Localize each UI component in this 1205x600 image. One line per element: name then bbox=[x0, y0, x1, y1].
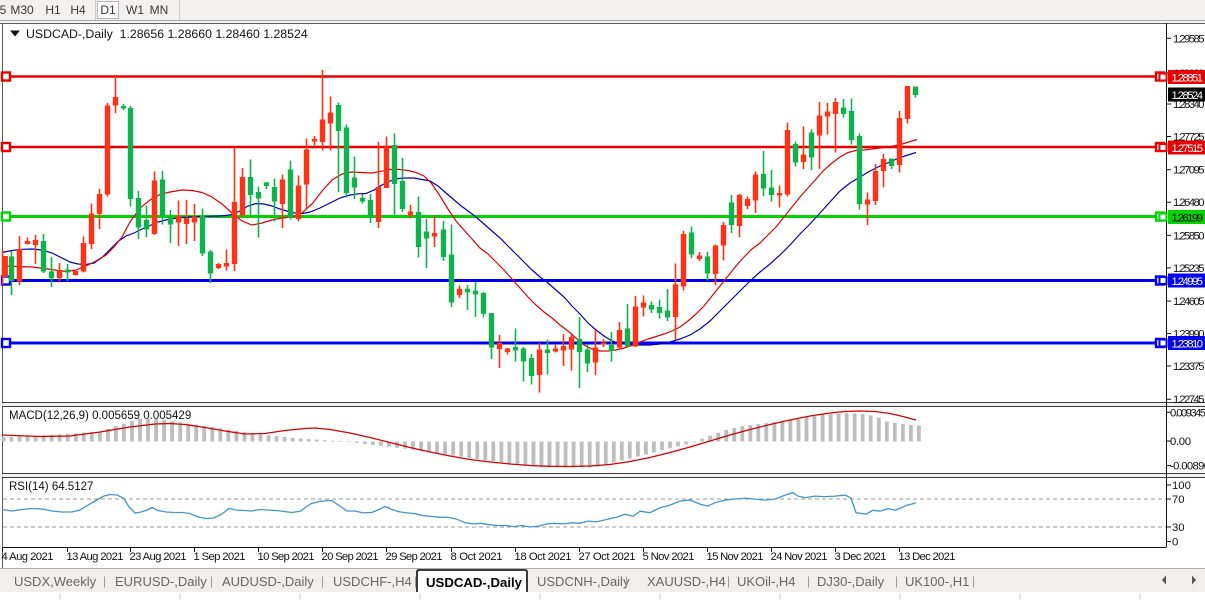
svg-text:H1: H1 bbox=[45, 3, 61, 17]
svg-text:MN: MN bbox=[150, 3, 169, 17]
svg-text:18 Oct 2021: 18 Oct 2021 bbox=[515, 551, 572, 563]
svg-text:1.23375: 1.23375 bbox=[1173, 361, 1205, 373]
svg-text:USDCHF-,H4: USDCHF-,H4 bbox=[333, 574, 412, 589]
svg-text:UK100-,H1: UK100-,H1 bbox=[905, 574, 969, 589]
svg-text:5: 5 bbox=[0, 3, 7, 17]
svg-text:1.24995: 1.24995 bbox=[1172, 276, 1204, 288]
svg-text:1.29585: 1.29585 bbox=[1173, 33, 1205, 45]
svg-text:1.23810: 1.23810 bbox=[1172, 338, 1204, 350]
svg-text:1.26480: 1.26480 bbox=[1173, 197, 1205, 209]
svg-text:H4: H4 bbox=[70, 3, 86, 17]
svg-text:|: | bbox=[321, 574, 324, 588]
svg-text:D1: D1 bbox=[100, 3, 116, 17]
svg-text:1.22745: 1.22745 bbox=[1173, 394, 1205, 406]
svg-text:1.24605: 1.24605 bbox=[1173, 296, 1205, 308]
svg-text:3 Dec 2021: 3 Dec 2021 bbox=[835, 551, 887, 563]
svg-text:10 Sep 2021: 10 Sep 2021 bbox=[258, 551, 315, 563]
svg-text:20 Sep 2021: 20 Sep 2021 bbox=[322, 551, 379, 563]
svg-text:27 Oct 2021: 27 Oct 2021 bbox=[579, 551, 636, 563]
svg-text:30: 30 bbox=[1172, 522, 1185, 534]
svg-text:24 Nov 2021: 24 Nov 2021 bbox=[771, 551, 828, 563]
svg-text:W1: W1 bbox=[126, 3, 144, 17]
svg-text:M30: M30 bbox=[10, 3, 34, 17]
svg-text:USDCNH-,Daily: USDCNH-,Daily bbox=[537, 574, 630, 589]
svg-text:|: | bbox=[103, 574, 106, 588]
svg-text:0: 0 bbox=[1172, 537, 1178, 549]
svg-text:1 Sep 2021: 1 Sep 2021 bbox=[194, 551, 246, 563]
svg-text:0.009345: 0.009345 bbox=[1170, 407, 1205, 419]
svg-text:23 Aug 2021: 23 Aug 2021 bbox=[130, 551, 187, 563]
svg-text:15 Nov 2021: 15 Nov 2021 bbox=[707, 551, 764, 563]
svg-text:USDX,Weekly: USDX,Weekly bbox=[14, 574, 97, 589]
svg-text:XAUUSD-,H4: XAUUSD-,H4 bbox=[647, 574, 726, 589]
svg-text:100: 100 bbox=[1172, 480, 1191, 492]
svg-text:4 Aug 2021: 4 Aug 2021 bbox=[2, 551, 54, 563]
svg-text:|: | bbox=[972, 574, 975, 588]
svg-text:13 Dec 2021: 13 Dec 2021 bbox=[899, 551, 956, 563]
svg-text:29 Sep 2021: 29 Sep 2021 bbox=[386, 551, 443, 563]
svg-text:70: 70 bbox=[1172, 494, 1185, 506]
svg-text:AUDUSD-,Daily: AUDUSD-,Daily bbox=[222, 574, 314, 589]
svg-text:1.25850: 1.25850 bbox=[1173, 230, 1205, 242]
svg-text:1.27515: 1.27515 bbox=[1172, 143, 1204, 155]
svg-text:|: | bbox=[727, 574, 730, 588]
svg-text:0.00: 0.00 bbox=[1170, 436, 1191, 448]
svg-text:1.25235: 1.25235 bbox=[1173, 263, 1205, 275]
svg-text:|: | bbox=[414, 574, 417, 588]
svg-text:MACD(12,26,9) 0.005659 0.00542: MACD(12,26,9) 0.005659 0.005429 bbox=[9, 410, 191, 422]
svg-text:13 Aug 2021: 13 Aug 2021 bbox=[67, 551, 124, 563]
svg-text:|: | bbox=[210, 574, 213, 588]
svg-text:USDCAD-,Daily 1.28656 1.28660: USDCAD-,Daily 1.28656 1.28660 1.28460 1.… bbox=[26, 27, 308, 41]
svg-text:1.28340: 1.28340 bbox=[1173, 99, 1205, 111]
svg-text:1.28524: 1.28524 bbox=[1172, 90, 1204, 102]
svg-text:|: | bbox=[625, 574, 628, 588]
svg-text:RSI(14) 64.5127: RSI(14) 64.5127 bbox=[9, 481, 93, 493]
svg-text:EURUSD-,Daily: EURUSD-,Daily bbox=[115, 574, 207, 589]
svg-text:UKOil-,H4: UKOil-,H4 bbox=[737, 574, 796, 589]
svg-text:1.26199: 1.26199 bbox=[1172, 212, 1204, 224]
svg-text:|: | bbox=[895, 574, 898, 588]
svg-text:DJ30-,Daily: DJ30-,Daily bbox=[817, 574, 885, 589]
svg-text:8 Oct 2021: 8 Oct 2021 bbox=[451, 551, 503, 563]
svg-text:1.27095: 1.27095 bbox=[1173, 165, 1205, 177]
svg-text:5 Nov 2021: 5 Nov 2021 bbox=[643, 551, 695, 563]
svg-text:-0.00890: -0.00890 bbox=[1170, 461, 1205, 473]
svg-text:1.28851: 1.28851 bbox=[1172, 72, 1204, 84]
svg-text:USDCAD-,Daily: USDCAD-,Daily bbox=[426, 575, 523, 590]
svg-text:|: | bbox=[807, 574, 810, 588]
